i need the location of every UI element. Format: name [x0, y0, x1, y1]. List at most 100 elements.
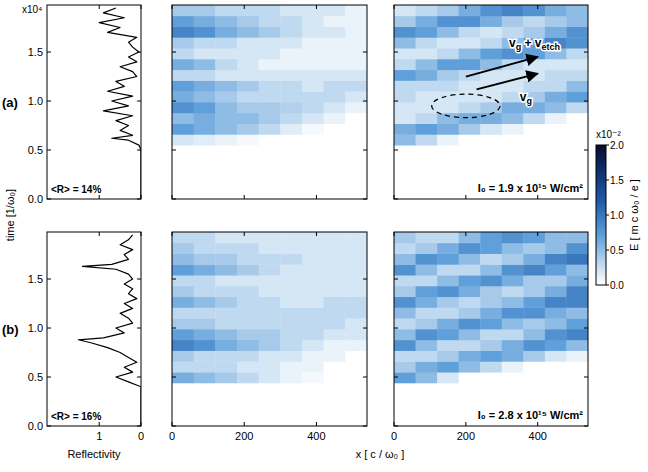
- colorbar-tick-label: 2.0: [610, 140, 624, 151]
- heatmap-cell: [416, 394, 438, 405]
- y-tick: [47, 279, 51, 280]
- heatmap-cell: [172, 318, 194, 329]
- heatmap-cell: [237, 59, 259, 70]
- heatmap-cell: [394, 37, 416, 48]
- heatmap-cell: [545, 254, 567, 265]
- heatmap-cell: [280, 102, 302, 113]
- heatmap-cell: [215, 70, 237, 81]
- heatmap-cell: [394, 5, 416, 16]
- heatmap-cell: [324, 361, 346, 372]
- heatmap-cell: [523, 113, 545, 124]
- heatmap-cell: [502, 275, 524, 286]
- heatmap-cell: [215, 27, 237, 38]
- heatmap-cell: [502, 232, 524, 243]
- velocity-arrow: [466, 57, 538, 77]
- heatmap-cell: [172, 383, 194, 394]
- x-tick: [537, 422, 538, 426]
- heatmap-cell: [394, 318, 416, 329]
- heatmap-cell: [345, 275, 367, 286]
- heatmap-cell: [194, 415, 216, 426]
- heatmap-cell: [480, 307, 502, 318]
- heatmap-cell: [324, 156, 346, 167]
- heatmap-cell: [302, 156, 324, 167]
- heatmap-cell: [302, 329, 324, 340]
- y-multiplier: x10⁴: [22, 4, 42, 15]
- x-tick: [394, 422, 395, 426]
- heatmap-cell: [437, 286, 459, 297]
- heatmap-cell: [302, 134, 324, 145]
- x-tick: [465, 5, 466, 9]
- heatmap-cell: [502, 340, 524, 351]
- heatmap-cell: [302, 318, 324, 329]
- heatmap-cell: [194, 5, 216, 16]
- heatmap-cell: [172, 297, 194, 308]
- heatmap-cell: [302, 16, 324, 27]
- heatmap-cell: [172, 167, 194, 178]
- heatmap-cell: [280, 275, 302, 286]
- subscript: g: [526, 96, 532, 106]
- heatmap-cell: [237, 372, 259, 383]
- colorbar-tick: [606, 250, 609, 251]
- heatmap-cell: [545, 27, 567, 38]
- y-tick: [172, 150, 176, 151]
- colorbar-tick-label: 0.0: [610, 280, 624, 291]
- heatmap-cell: [459, 286, 481, 297]
- heatmap-cell: [302, 297, 324, 308]
- heatmap-cell: [459, 394, 481, 405]
- heatmap-cell: [259, 394, 281, 405]
- heatmap-cell: [345, 5, 367, 16]
- heatmap-cell: [259, 59, 281, 70]
- heatmap-cell: [459, 275, 481, 286]
- heatmap-cell: [259, 372, 281, 383]
- heatmap-cell: [237, 307, 259, 318]
- heatmap-cell: [545, 124, 567, 135]
- colorbar-tick-label: 0.5: [610, 245, 624, 256]
- heatmap-cell: [280, 134, 302, 145]
- x-tick: [141, 5, 142, 9]
- heatmap-cell: [259, 91, 281, 102]
- heatmap-cell: [280, 167, 302, 178]
- x-axis-title: x [ c / ω₀ ]: [356, 448, 405, 460]
- heatmap-cell: [437, 275, 459, 286]
- heatmap-cell: [172, 102, 194, 113]
- heatmap-cell: [502, 264, 524, 275]
- heatmap-cell: [237, 167, 259, 178]
- heatmap-cell: [280, 340, 302, 351]
- heatmap-cell: [566, 351, 588, 362]
- colorbar-tick: [606, 285, 609, 286]
- heatmap-cell: [302, 145, 324, 156]
- heatmap-cell: [545, 70, 567, 81]
- heatmap-cell: [215, 286, 237, 297]
- velocity-label: vg + vetch: [509, 36, 560, 52]
- heatmap-cell: [194, 134, 216, 145]
- heatmap-cell: [437, 351, 459, 362]
- heatmap-cell: [459, 156, 481, 167]
- heatmap-cell: [259, 134, 281, 145]
- heatmap-cell: [324, 91, 346, 102]
- heatmap-cell: [566, 124, 588, 135]
- heatmap-cell: [437, 134, 459, 145]
- heatmap-cell: [280, 37, 302, 48]
- heatmap-cell: [480, 37, 502, 48]
- heatmap-cell: [394, 156, 416, 167]
- colorbar: [596, 145, 606, 285]
- heatmap-cell: [437, 318, 459, 329]
- mean-reflectivity: <R> = 14%: [51, 184, 101, 195]
- heatmap-cell: [259, 307, 281, 318]
- heatmap-cell: [523, 16, 545, 27]
- heatmap-cell: [437, 254, 459, 265]
- heatmap-cell: [215, 134, 237, 145]
- heatmap-cell: [394, 243, 416, 254]
- heatmap-cell: [566, 102, 588, 113]
- heatmap-cell: [259, 415, 281, 426]
- heatmap-cell: [280, 329, 302, 340]
- heatmap-cell: [480, 275, 502, 286]
- intensity-label: I₀ = 1.9 x 10¹⁵ W/cm²: [478, 182, 584, 194]
- heatmap-cell: [302, 264, 324, 275]
- heatmap-cell: [502, 145, 524, 156]
- heatmap-cell: [215, 394, 237, 405]
- heatmap-cell: [237, 286, 259, 297]
- heatmap-cell: [237, 297, 259, 308]
- heatmap-cell: [416, 5, 438, 16]
- x-tick-label: 200: [235, 430, 253, 442]
